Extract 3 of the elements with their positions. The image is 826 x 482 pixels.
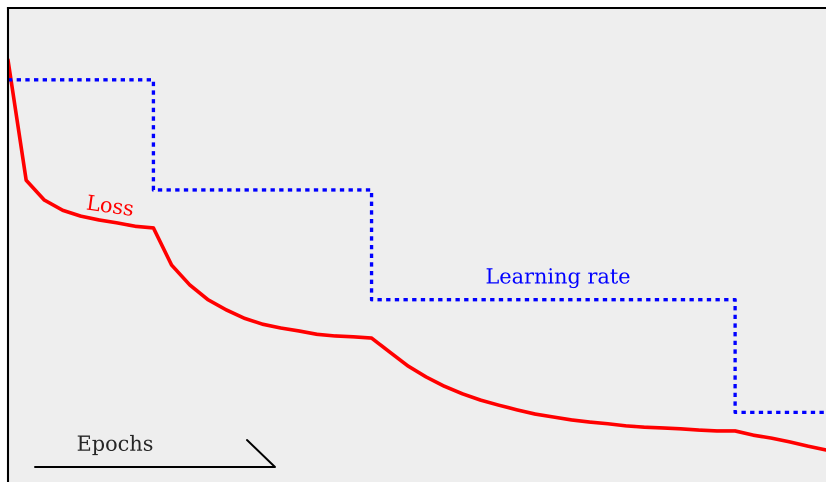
- series-label: Learning rate: [486, 268, 630, 288]
- text: Loss: [86, 194, 134, 216]
- x-axis-title: Epochs: [78, 434, 152, 456]
